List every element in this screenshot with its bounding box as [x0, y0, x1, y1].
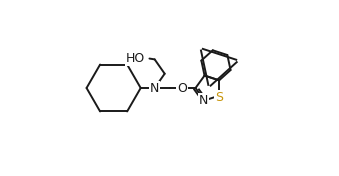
Text: HO: HO — [126, 52, 145, 65]
Text: S: S — [215, 91, 223, 103]
Text: N: N — [150, 81, 159, 95]
Text: N: N — [199, 94, 208, 107]
Text: O: O — [177, 81, 187, 95]
